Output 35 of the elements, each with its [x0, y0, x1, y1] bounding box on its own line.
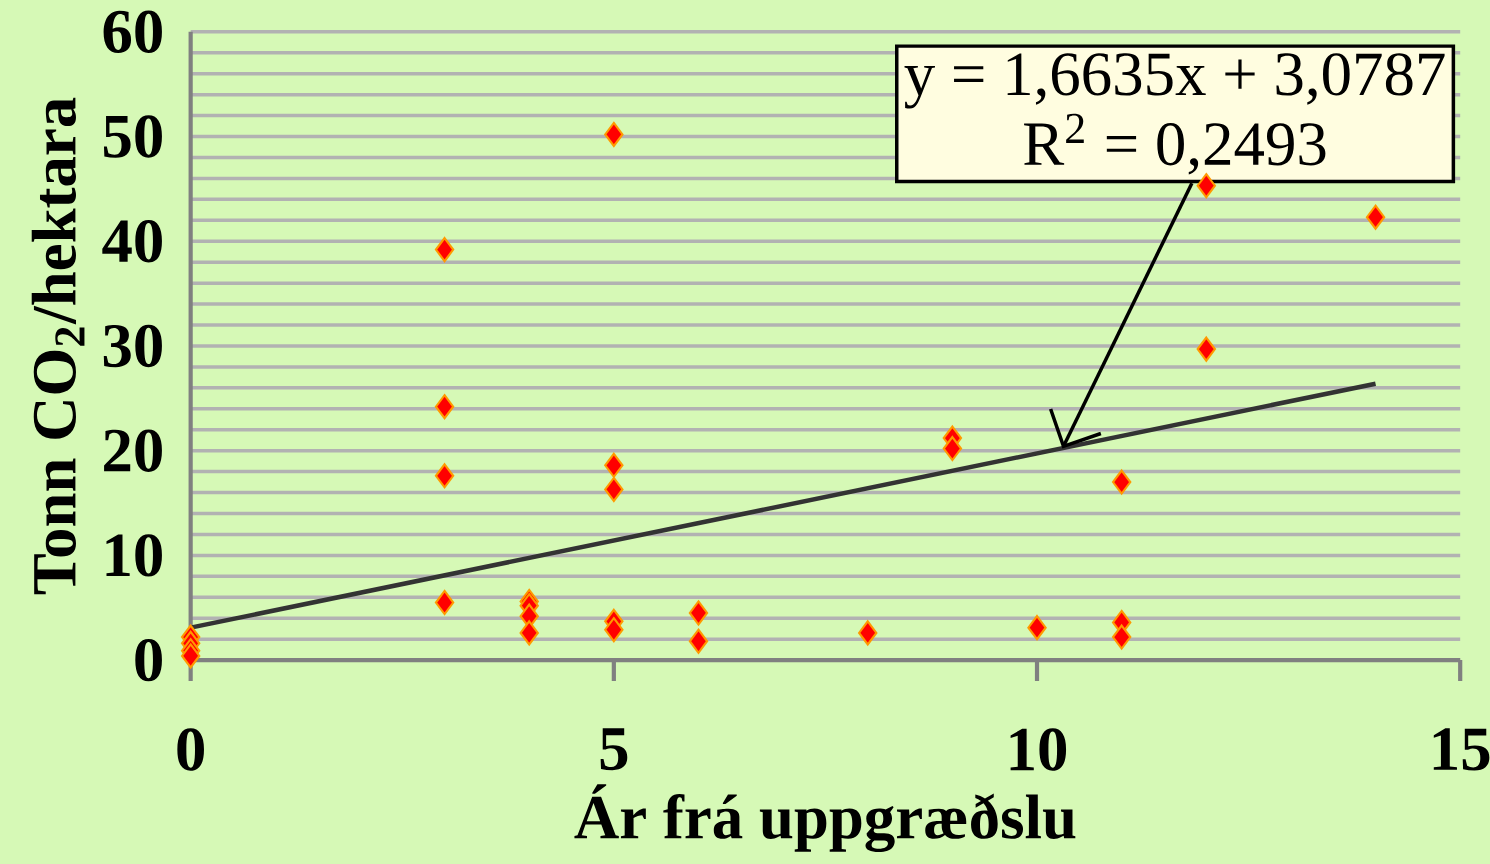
point	[1111, 624, 1132, 650]
point	[434, 237, 455, 263]
y-tick-label: 60	[103, 10, 162, 54]
point	[1196, 173, 1216, 199]
annotation: y = 1,6635x + 3,0787	[904, 53, 1445, 109]
point	[180, 643, 201, 669]
y-tick-label: 10	[106, 534, 162, 577]
point	[688, 600, 709, 626]
point	[604, 121, 624, 148]
point	[1365, 204, 1386, 230]
point	[604, 452, 624, 478]
point	[688, 628, 709, 654]
point	[942, 436, 963, 462]
y-axis-title: Tonn CO$_{2}$/hektara	[31, 97, 85, 595]
y-tick-label: 50	[103, 115, 162, 158]
y-tick-label: 40	[102, 220, 162, 263]
y-tick-label: 20	[104, 429, 162, 472]
point	[434, 463, 455, 489]
x-tick-label: 0	[177, 728, 204, 771]
point	[434, 589, 455, 616]
point	[604, 476, 624, 503]
point	[1196, 336, 1216, 362]
y-tick-label: 30	[103, 324, 162, 368]
x-axis-title: Ár frá uppgræðslu	[574, 784, 1076, 853]
x-tick-label: 15	[1433, 728, 1490, 771]
annotation: R$^{2}$ = 0,2493	[1024, 113, 1326, 175]
point	[858, 620, 878, 646]
point	[1027, 615, 1047, 641]
point	[519, 620, 539, 646]
point	[1111, 469, 1132, 495]
y-tick-label: 0	[135, 638, 162, 682]
x-tick-label: 5	[600, 728, 628, 771]
point	[434, 394, 455, 420]
point	[604, 617, 624, 643]
x-tick-label: 10	[1010, 728, 1067, 771]
